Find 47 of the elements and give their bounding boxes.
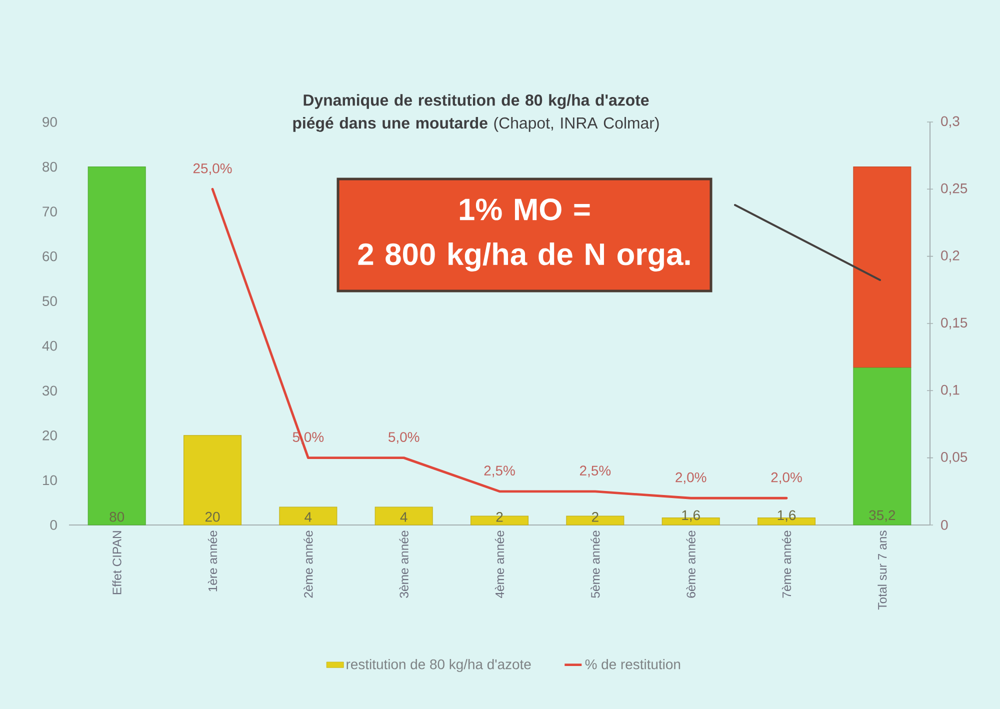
x-tick-label: 1ère année: [208, 530, 218, 592]
y2-tick-label: 0,25: [941, 183, 968, 195]
bar: [853, 166, 912, 368]
data-label: 20: [205, 512, 220, 522]
y-tick-label: 20: [42, 430, 57, 440]
y-tick-label: 50: [42, 296, 57, 306]
x-tick-label: Total sur 7 ans: [878, 530, 887, 610]
y2-tick-label: 0,05: [941, 452, 968, 464]
data-label: 80: [110, 512, 124, 522]
x-tick-label: Effet CIPAN: [112, 531, 122, 594]
y-tick-label: 60: [42, 251, 57, 262]
data-label: 2,5%: [484, 466, 515, 478]
y2-tick-label: 0: [941, 520, 948, 530]
data-label: 4: [400, 512, 408, 522]
legend-label: % de restitution: [585, 659, 680, 670]
data-label: 25,0%: [193, 163, 232, 175]
bar: [853, 367, 912, 526]
x-tick-label: 3ème année: [399, 530, 408, 598]
x-tick-label: 2ème année: [304, 530, 313, 598]
y-tick-label: 10: [43, 475, 57, 486]
legend-label: restitution de 80 kg/ha d'azote: [346, 659, 531, 672]
y2-tick-label: 0,2: [941, 250, 960, 262]
data-label: 35,2: [869, 510, 896, 522]
x-tick-label: 5ème année: [590, 530, 600, 598]
bar: [279, 506, 338, 526]
x-tick-label: 4ème année: [494, 530, 504, 598]
y2-tick-label: 0,1: [941, 384, 960, 396]
y-tick-label: 0: [50, 520, 57, 530]
x-tick-label: 6ème année: [686, 530, 696, 598]
data-label: 2,5%: [580, 466, 611, 478]
y-tick-label: 80: [42, 162, 57, 172]
y2-tick-label: 0,3: [941, 116, 960, 128]
y-tick-label: 40: [42, 340, 57, 351]
bar: [88, 166, 146, 526]
y-tick-label: 70: [42, 206, 57, 216]
data-label: 2,0%: [771, 472, 802, 484]
x-tick-label: 7ème année: [782, 530, 792, 598]
data-label: 5,0%: [388, 432, 420, 444]
chart-title: Dynamique de restitution de 80 kg/ha d'azote piégé dans une moutarde (Chapot, INRA Colmar): [293, 94, 659, 132]
y2-tick-label: 0,15: [941, 318, 968, 330]
annotation: 1% MO = 2 800 kg/ha de N orga.: [358, 198, 690, 272]
data-label: 2,0%: [676, 472, 706, 484]
bar: [374, 506, 433, 526]
data-label: 4: [304, 512, 312, 522]
y-tick-label: 90: [42, 117, 57, 127]
bar: [184, 435, 242, 526]
y-tick-label: 30: [42, 386, 57, 396]
